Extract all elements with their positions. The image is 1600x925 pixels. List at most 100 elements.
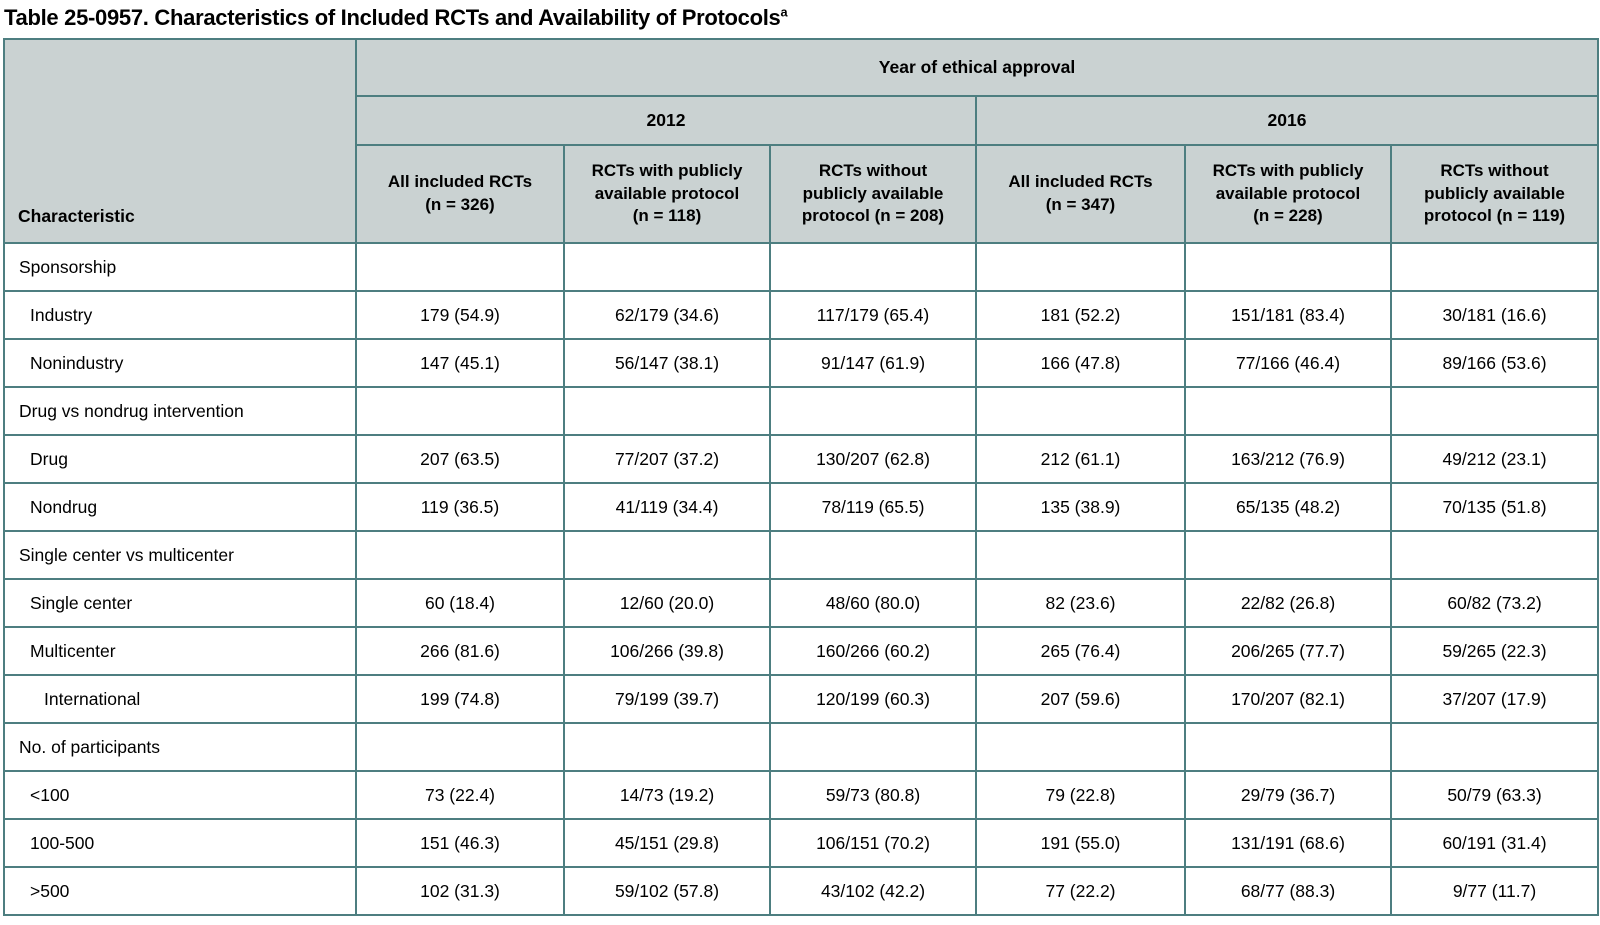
table-row: International 199 (74.8) 79/199 (39.7) 1… [3, 674, 1599, 724]
row-label: Sponsorship [3, 242, 357, 292]
table-title-text: Table 25-0957. Characteristics of Includ… [4, 5, 781, 30]
data-cell [1390, 722, 1599, 772]
data-cell: 45/151 (29.8) [563, 818, 771, 868]
data-cell [355, 242, 565, 292]
header-row-columns: All included RCTs (n = 326) RCTs with pu… [4, 144, 1599, 244]
data-cell: 207 (59.6) [975, 674, 1186, 724]
data-cell: 79/199 (39.7) [563, 674, 771, 724]
data-cell: 106/151 (70.2) [769, 818, 977, 868]
year-2012-header: 2012 [355, 95, 977, 146]
data-cell [769, 530, 977, 580]
data-cell [975, 722, 1186, 772]
data-cell: 59/265 (22.3) [1390, 626, 1599, 676]
table-row: Industry 179 (54.9) 62/179 (34.6) 117/17… [3, 290, 1599, 340]
data-cell: 82 (23.6) [975, 578, 1186, 628]
header-row-years: 2012 2016 [4, 95, 1599, 146]
data-cell: 48/60 (80.0) [769, 578, 977, 628]
column-header-2012-with-protocol: RCTs with publicly available protocol (n… [563, 144, 771, 244]
table-row: >500 102 (31.3) 59/102 (57.8) 43/102 (42… [3, 866, 1599, 916]
data-cell [1390, 242, 1599, 292]
data-cell: 119 (36.5) [355, 482, 565, 532]
data-cell: 30/181 (16.6) [1390, 290, 1599, 340]
row-label: 100-500 [3, 818, 357, 868]
data-cell: 181 (52.2) [975, 290, 1186, 340]
column-header-2012-without-protocol: RCTs without publicly available protocol… [769, 144, 977, 244]
row-label: Drug [3, 434, 357, 484]
data-cell [769, 722, 977, 772]
table-row: Nondrug 119 (36.5) 41/119 (34.4) 78/119 … [3, 482, 1599, 532]
data-cell: 73 (22.4) [355, 770, 565, 820]
data-cell [563, 242, 771, 292]
data-cell: 102 (31.3) [355, 866, 565, 916]
data-cell: 70/135 (51.8) [1390, 482, 1599, 532]
data-cell: 14/73 (19.2) [563, 770, 771, 820]
data-cell: 166 (47.8) [975, 338, 1186, 388]
data-cell [769, 242, 977, 292]
data-cell: 41/119 (34.4) [563, 482, 771, 532]
data-cell: 206/265 (77.7) [1184, 626, 1392, 676]
column-header-2016-without-protocol: RCTs without publicly available protocol… [1390, 144, 1599, 244]
data-cell [1184, 722, 1392, 772]
data-cell [563, 386, 771, 436]
data-cell: 91/147 (61.9) [769, 338, 977, 388]
table-row: Multicenter 266 (81.6) 106/266 (39.8) 16… [3, 626, 1599, 676]
row-label: Nondrug [3, 482, 357, 532]
data-cell: 151/181 (83.4) [1184, 290, 1392, 340]
column-header-2016-with-protocol: RCTs with publicly available protocol (n… [1184, 144, 1392, 244]
table-row: <100 73 (22.4) 14/73 (19.2) 59/73 (80.8)… [3, 770, 1599, 820]
table-row: Single center 60 (18.4) 12/60 (20.0) 48/… [3, 578, 1599, 628]
data-cell: 266 (81.6) [355, 626, 565, 676]
data-cell: 60/82 (73.2) [1390, 578, 1599, 628]
data-cell [1390, 386, 1599, 436]
row-label: >500 [3, 866, 357, 916]
table-row: Sponsorship [3, 242, 1599, 292]
data-cell: 212 (61.1) [975, 434, 1186, 484]
row-label: <100 [3, 770, 357, 820]
data-cell: 60/191 (31.4) [1390, 818, 1599, 868]
column-header-2016-all-included: All included RCTs (n = 347) [975, 144, 1186, 244]
data-cell [769, 386, 977, 436]
header-row-span: Characteristic Year of ethical approval [3, 38, 1599, 244]
data-cell: 265 (76.4) [975, 626, 1186, 676]
data-cell: 56/147 (38.1) [563, 338, 771, 388]
year-of-ethical-approval-header: Year of ethical approval [355, 38, 1599, 97]
data-cell: 59/73 (80.8) [769, 770, 977, 820]
data-cell: 22/82 (26.8) [1184, 578, 1392, 628]
data-cell [1184, 530, 1392, 580]
data-cell: 65/135 (48.2) [1184, 482, 1392, 532]
data-cell: 135 (38.9) [975, 482, 1186, 532]
data-cell: 151 (46.3) [355, 818, 565, 868]
table-row: 100-500 151 (46.3) 45/151 (29.8) 106/151… [3, 818, 1599, 868]
characteristic-column-header: Characteristic [3, 38, 357, 244]
row-label: No. of participants [3, 722, 357, 772]
table-row: Drug vs nondrug intervention [3, 386, 1599, 436]
data-cell: 77 (22.2) [975, 866, 1186, 916]
data-cell: 37/207 (17.9) [1390, 674, 1599, 724]
data-cell: 170/207 (82.1) [1184, 674, 1392, 724]
data-cell: 106/266 (39.8) [563, 626, 771, 676]
row-label: Nonindustry [3, 338, 357, 388]
table-row: Drug 207 (63.5) 77/207 (37.2) 130/207 (6… [3, 434, 1599, 484]
table-row: Single center vs multicenter [3, 530, 1599, 580]
column-header-2012-all-included: All included RCTs (n = 326) [355, 144, 565, 244]
data-cell: 89/166 (53.6) [1390, 338, 1599, 388]
data-cell: 163/212 (76.9) [1184, 434, 1392, 484]
data-cell [1184, 242, 1392, 292]
data-cell: 179 (54.9) [355, 290, 565, 340]
table-row: Nonindustry 147 (45.1) 56/147 (38.1) 91/… [3, 338, 1599, 388]
data-cell: 78/119 (65.5) [769, 482, 977, 532]
row-label: Drug vs nondrug intervention [3, 386, 357, 436]
rct-characteristics-table: Characteristic Year of ethical approval … [3, 38, 1599, 916]
data-cell: 9/77 (11.7) [1390, 866, 1599, 916]
data-cell: 79 (22.8) [975, 770, 1186, 820]
data-cell: 160/266 (60.2) [769, 626, 977, 676]
data-cell: 120/199 (60.3) [769, 674, 977, 724]
data-cell: 77/166 (46.4) [1184, 338, 1392, 388]
row-label: Single center vs multicenter [3, 530, 357, 580]
data-cell: 29/79 (36.7) [1184, 770, 1392, 820]
row-label: Single center [3, 578, 357, 628]
table-row: No. of participants [3, 722, 1599, 772]
data-cell: 199 (74.8) [355, 674, 565, 724]
data-cell [355, 530, 565, 580]
data-cell [1184, 386, 1392, 436]
